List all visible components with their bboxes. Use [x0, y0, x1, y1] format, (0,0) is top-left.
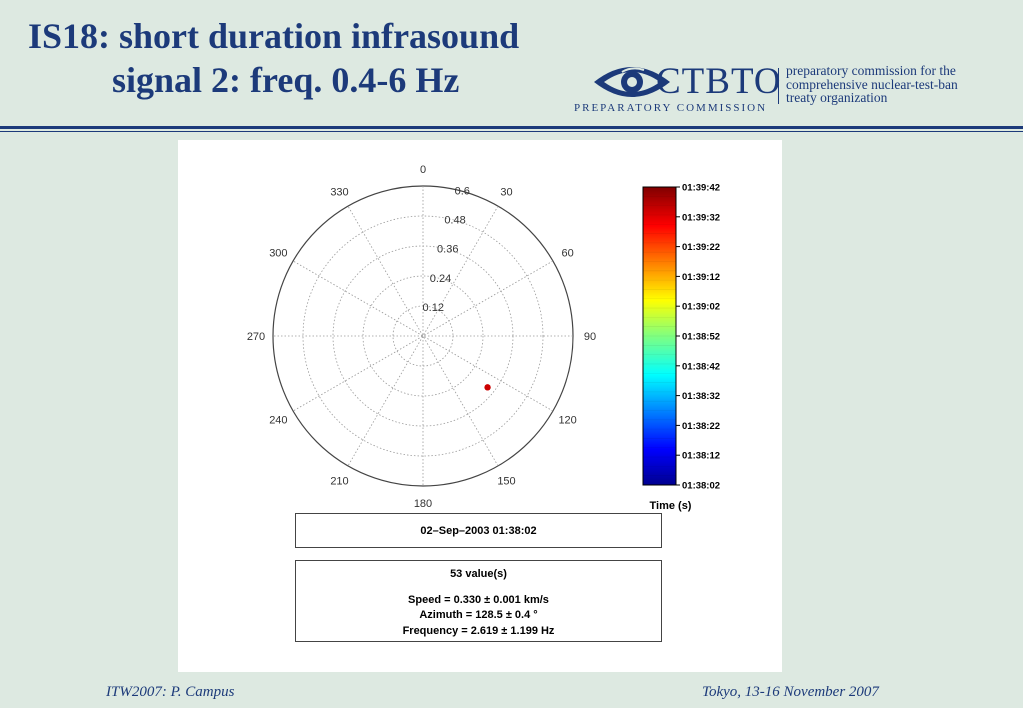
- angle-tick-label: 300: [269, 248, 287, 260]
- colorbar-tick-label: 01:38:42: [682, 361, 720, 372]
- ctbto-logo: CTBTO PREPARATORY COMMISSION preparatory…: [572, 58, 1012, 118]
- angle-tick-label: 90: [584, 331, 596, 343]
- date-label: 02–Sep–2003 01:38:02: [420, 524, 537, 537]
- logo-desc-line: comprehensive nuclear-test-ban: [786, 76, 958, 92]
- colorbar-tick-label: 01:38:12: [682, 451, 720, 462]
- polar-plot: 0 30 60 90 120 150 180 210 240 270 300 330 0.12 0.24 0…: [247, 164, 720, 512]
- angle-tick-label: 150: [497, 476, 515, 488]
- angle-tick-label: 210: [330, 476, 348, 488]
- logo-description: preparatory commission for the comprehen…: [786, 64, 1016, 105]
- angle-tick-label: 270: [247, 331, 265, 343]
- logo-desc-line: treaty organization: [786, 90, 888, 105]
- logo-desc-line: preparatory commission for the: [786, 63, 956, 78]
- angle-tick-label: 60: [562, 248, 574, 260]
- figure-panel: 0 30 60 90 120 150 180 210 240 270 300 330 0.12 0.24 0…: [178, 140, 782, 672]
- date-box: 02–Sep–2003 01:38:02: [295, 513, 662, 548]
- colorbar-tick-label: 01:39:32: [682, 212, 720, 223]
- logo-subtitle: PREPARATORY COMMISSION: [574, 102, 768, 114]
- header-rule: [0, 126, 1023, 129]
- colorbar-tick-label: 01:39:42: [682, 183, 720, 194]
- logo-divider: [778, 68, 779, 104]
- colorbar-title: Time (s): [650, 500, 692, 512]
- title-line-2: signal 2: freq. 0.4-6 Hz: [112, 60, 460, 100]
- angular-grid-spoke: [292, 260, 554, 412]
- radial-grid-circle: [362, 275, 484, 397]
- stats-azimuth: Azimuth = 128.5 ± 0.4 °: [419, 609, 538, 621]
- slide-title: IS18: short duration infrasound signal 2…: [28, 14, 628, 102]
- colorbar-tick-label: 01:39:02: [682, 302, 720, 313]
- logo-wordmark: CTBTO: [656, 61, 782, 102]
- title-line-1: IS18: short duration infrasound: [28, 16, 520, 56]
- colorbar: [642, 186, 677, 486]
- stats-count: 53 value(s): [450, 568, 507, 580]
- colorbar-tick-label: 01:39:22: [682, 242, 720, 253]
- radial-grid-circle: [272, 185, 574, 487]
- data-point: [484, 384, 491, 391]
- radial-grid-circle: [332, 245, 514, 427]
- angle-tick-label: 30: [500, 186, 512, 198]
- colorbar-tick-label: 01:38:32: [682, 391, 720, 402]
- angle-tick-label: 0: [420, 164, 426, 176]
- header-rule-thin: [0, 131, 1023, 132]
- angle-tick-label: 120: [558, 415, 576, 427]
- radial-tick-label: 0.24: [430, 273, 451, 285]
- radial-tick-label: 0.6: [455, 185, 470, 197]
- footer-right: Tokyo, 13-16 November 2007: [702, 684, 879, 700]
- radial-tick-label: 0.12: [423, 302, 444, 314]
- radial-grid-circle: [302, 215, 544, 457]
- angle-tick-label: 240: [269, 415, 287, 427]
- angle-tick-label: 330: [330, 186, 348, 198]
- colorbar-tick-label: 01:38:52: [682, 332, 720, 343]
- angular-grid-spoke: [292, 260, 554, 412]
- stats-box: 53 value(s) Speed = 0.330 ± 0.001 km/s A…: [295, 560, 662, 642]
- footer-left: ITW2007: P. Campus: [106, 684, 235, 700]
- colorbar-tick-label: 01:38:02: [682, 481, 720, 492]
- radial-grid-circle: [392, 305, 454, 367]
- radial-tick-label: 0.48: [444, 215, 465, 227]
- eye-icon: [594, 67, 670, 97]
- stats-frequency: Frequency = 2.619 ± 1.199 Hz: [402, 624, 555, 637]
- colorbar-tick-label: 01:38:22: [682, 421, 720, 432]
- radial-tick-label: 0.36: [437, 244, 458, 256]
- angle-tick-label: 180: [414, 498, 432, 510]
- angular-grid-spoke: [347, 205, 499, 467]
- angular-grid-spoke: [347, 205, 499, 467]
- colorbar-tick-label: 01:39:12: [682, 272, 720, 283]
- stats-speed: Speed = 0.330 ± 0.001 km/s: [408, 593, 549, 606]
